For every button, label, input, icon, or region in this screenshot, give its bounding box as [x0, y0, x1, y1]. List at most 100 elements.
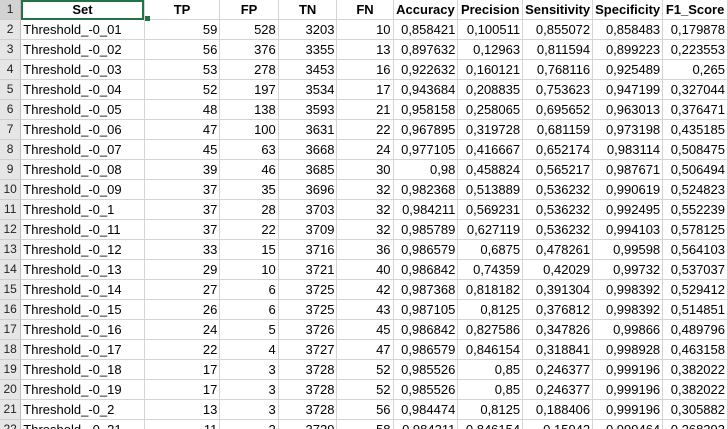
- selection-fill-handle[interactable]: [145, 16, 150, 21]
- row-label-cell[interactable]: Threshold_-0_12: [20, 239, 145, 260]
- table-cell[interactable]: 0,922632: [393, 59, 459, 80]
- row-header[interactable]: 5: [0, 79, 22, 100]
- table-cell[interactable]: 21: [336, 99, 394, 120]
- row-header[interactable]: 2: [0, 19, 22, 40]
- row-label-cell[interactable]: Threshold_-0_21: [20, 419, 145, 429]
- table-cell[interactable]: 0,208835: [457, 79, 524, 100]
- table-cell[interactable]: 0,536232: [522, 219, 594, 240]
- table-cell[interactable]: 28: [219, 199, 279, 220]
- table-cell[interactable]: 0,998392: [592, 279, 664, 300]
- table-cell[interactable]: 3453: [278, 59, 338, 80]
- table-cell[interactable]: 3203: [278, 19, 338, 40]
- table-cell[interactable]: 0,987105: [393, 299, 459, 320]
- table-cell[interactable]: 0,987368: [393, 279, 459, 300]
- table-cell[interactable]: 32: [336, 199, 394, 220]
- table-cell[interactable]: 0,999464: [592, 419, 664, 429]
- table-cell[interactable]: 5: [219, 319, 279, 340]
- table-cell[interactable]: 22: [336, 119, 394, 140]
- table-cell[interactable]: 3685: [278, 159, 338, 180]
- table-cell[interactable]: 39: [144, 159, 221, 180]
- table-cell[interactable]: 0,973198: [592, 119, 664, 140]
- table-cell[interactable]: 0,435185: [662, 119, 728, 140]
- table-cell[interactable]: 0,987671: [592, 159, 664, 180]
- row-header[interactable]: 19: [0, 359, 22, 380]
- table-cell[interactable]: 48: [144, 99, 221, 120]
- table-cell[interactable]: 0,992495: [592, 199, 664, 220]
- row-header[interactable]: 22: [0, 419, 22, 429]
- table-cell[interactable]: 3729: [278, 419, 338, 429]
- table-cell[interactable]: 0,382022: [662, 379, 728, 400]
- row-header[interactable]: 9: [0, 159, 22, 180]
- table-cell[interactable]: 0,85: [457, 379, 524, 400]
- row-label-cell[interactable]: Threshold_-0_18: [20, 359, 145, 380]
- table-cell[interactable]: 3534: [278, 79, 338, 100]
- table-cell[interactable]: 0,74359: [457, 259, 524, 280]
- table-cell[interactable]: 0,846154: [457, 339, 524, 360]
- row-label-cell[interactable]: Threshold_-0_03: [20, 59, 145, 80]
- table-cell[interactable]: 26: [144, 299, 221, 320]
- row-label-cell[interactable]: Threshold_-0_06: [20, 119, 145, 140]
- table-cell[interactable]: 0,506494: [662, 159, 728, 180]
- table-cell[interactable]: 29: [144, 259, 221, 280]
- table-cell[interactable]: 30: [336, 159, 394, 180]
- table-cell[interactable]: 0,967895: [393, 119, 459, 140]
- table-cell[interactable]: 0,85: [457, 359, 524, 380]
- table-cell[interactable]: 11: [144, 419, 221, 429]
- table-cell[interactable]: 17: [144, 359, 221, 380]
- table-cell[interactable]: 0,827586: [457, 319, 524, 340]
- table-cell[interactable]: 0,984474: [393, 399, 459, 420]
- header-cell-accuracy[interactable]: Accuracy: [393, 0, 459, 20]
- header-cell-set[interactable]: Set: [20, 0, 145, 20]
- table-cell[interactable]: 6: [219, 299, 279, 320]
- table-cell[interactable]: 3: [219, 399, 279, 420]
- table-cell[interactable]: 0,958158: [393, 99, 459, 120]
- table-cell[interactable]: 0,999196: [592, 359, 664, 380]
- table-cell[interactable]: 0,985526: [393, 359, 459, 380]
- table-cell[interactable]: 0,998392: [592, 299, 664, 320]
- row-label-cell[interactable]: Threshold_-0_08: [20, 159, 145, 180]
- table-cell[interactable]: 0,258065: [457, 99, 524, 120]
- table-cell[interactable]: 0,627119: [457, 219, 524, 240]
- table-cell[interactable]: 3716: [278, 239, 338, 260]
- row-header[interactable]: 11: [0, 199, 22, 220]
- table-cell[interactable]: 0,897632: [393, 39, 459, 60]
- table-cell[interactable]: 56: [144, 39, 221, 60]
- table-cell[interactable]: 0,268293: [662, 419, 728, 429]
- table-cell[interactable]: 24: [144, 319, 221, 340]
- row-header[interactable]: 12: [0, 219, 22, 240]
- table-cell[interactable]: 6: [219, 279, 279, 300]
- table-cell[interactable]: 17: [336, 79, 394, 100]
- table-cell[interactable]: 0,376471: [662, 99, 728, 120]
- table-cell[interactable]: 0,246377: [522, 379, 594, 400]
- header-cell-tn[interactable]: TN: [278, 0, 338, 20]
- table-cell[interactable]: 0,319728: [457, 119, 524, 140]
- row-header[interactable]: 15: [0, 279, 22, 300]
- row-header[interactable]: 4: [0, 59, 22, 80]
- row-header[interactable]: 8: [0, 139, 22, 160]
- table-cell[interactable]: 0,327044: [662, 79, 728, 100]
- table-cell[interactable]: 0,768116: [522, 59, 594, 80]
- table-cell[interactable]: 0,578125: [662, 219, 728, 240]
- table-cell[interactable]: 24: [336, 139, 394, 160]
- row-label-cell[interactable]: Threshold_-0_09: [20, 179, 145, 200]
- row-header[interactable]: 16: [0, 299, 22, 320]
- table-cell[interactable]: 0,998928: [592, 339, 664, 360]
- table-cell[interactable]: 47: [336, 339, 394, 360]
- table-cell[interactable]: 63: [219, 139, 279, 160]
- table-cell[interactable]: 0,695652: [522, 99, 594, 120]
- table-cell[interactable]: 3631: [278, 119, 338, 140]
- table-cell[interactable]: 47: [144, 119, 221, 140]
- table-cell[interactable]: 0,223553: [662, 39, 728, 60]
- row-header[interactable]: 10: [0, 179, 22, 200]
- table-cell[interactable]: 0,318841: [522, 339, 594, 360]
- table-cell[interactable]: 0,458824: [457, 159, 524, 180]
- table-cell[interactable]: 33: [144, 239, 221, 260]
- table-cell[interactable]: 17: [144, 379, 221, 400]
- table-cell[interactable]: 0,985526: [393, 379, 459, 400]
- table-cell[interactable]: 46: [219, 159, 279, 180]
- table-cell[interactable]: 0,681159: [522, 119, 594, 140]
- table-cell[interactable]: 10: [219, 259, 279, 280]
- table-cell[interactable]: 0,986842: [393, 259, 459, 280]
- table-cell[interactable]: 3725: [278, 299, 338, 320]
